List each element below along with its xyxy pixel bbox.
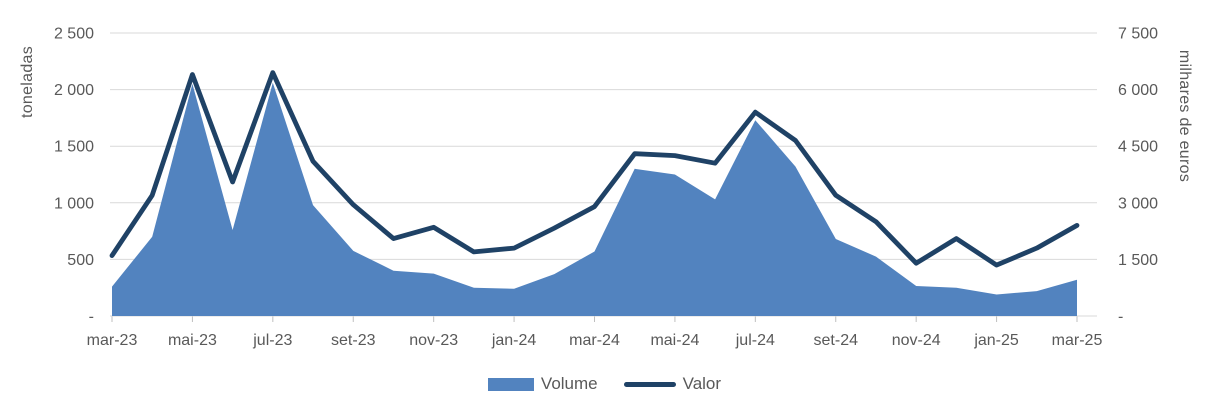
right-axis-tick-label: 7 500 (1118, 26, 1158, 43)
chart-legend: Volume Valor (0, 374, 1209, 394)
legend-item-valor: Valor (623, 374, 722, 394)
left-axis-tick-label: - (89, 309, 94, 326)
x-axis-tick-label: nov-23 (409, 332, 458, 349)
right-axis-tick-label: 6 000 (1118, 82, 1158, 99)
x-axis-tick-label: mai-24 (650, 332, 699, 349)
x-axis-tick-label: set-23 (331, 332, 376, 349)
x-axis-tick-label: jul-24 (735, 332, 775, 349)
right-axis-tick-label: 4 500 (1118, 139, 1158, 156)
right-axis-tick-label: 1 500 (1118, 252, 1158, 269)
legend-label-valor: Valor (682, 374, 722, 393)
right-axis-tick-label: 3 000 (1118, 195, 1158, 212)
x-axis-tick-label: jan-25 (973, 332, 1019, 349)
legend-label-volume: Volume (540, 374, 598, 393)
legend-item-volume: Volume (487, 374, 598, 394)
x-axis-tick-label: mar-25 (1052, 332, 1103, 349)
x-axis-tick-label: nov-24 (892, 332, 941, 349)
x-axis-tick-label: jan-24 (491, 332, 537, 349)
left-axis-tick-label: 500 (67, 252, 94, 269)
x-axis-tick-label: mar-23 (87, 332, 138, 349)
right-axis-tick-label: - (1118, 309, 1123, 326)
x-axis-tick-label: jul-23 (252, 332, 292, 349)
x-axis-tick-label: mar-24 (569, 332, 620, 349)
left-axis-tick-label: 1 500 (54, 139, 94, 156)
volume-area-swatch-icon (487, 377, 534, 391)
left-axis-tick-label: 1 000 (54, 195, 94, 212)
left-axis-tick-label: 2 500 (54, 26, 94, 43)
valor-line-swatch-icon (623, 381, 676, 387)
left-axis-title: toneladas (19, 45, 36, 119)
left-axis-tick-label: 2 000 (54, 82, 94, 99)
valor-line-series (109, 70, 1080, 268)
volume-area-series (112, 82, 1077, 316)
x-axis-tick-label: mai-23 (168, 332, 217, 349)
right-axis-title: milhares de euros (1176, 49, 1193, 183)
x-axis-tick-label: set-24 (814, 332, 859, 349)
